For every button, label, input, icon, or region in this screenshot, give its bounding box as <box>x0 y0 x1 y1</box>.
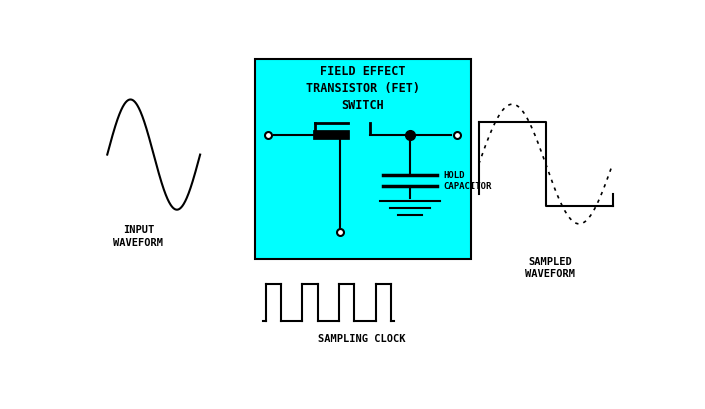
Text: FIELD EFFECT
TRANSISTOR (FET)
SWITCH: FIELD EFFECT TRANSISTOR (FET) SWITCH <box>306 65 419 112</box>
Text: HOLD
CAPACITOR: HOLD CAPACITOR <box>443 171 491 191</box>
Text: INPUT
WAVEFORM: INPUT WAVEFORM <box>114 225 164 248</box>
Bar <box>255 58 471 258</box>
Text: SAMPLED
WAVEFORM: SAMPLED WAVEFORM <box>525 257 575 279</box>
Text: SAMPLING CLOCK: SAMPLING CLOCK <box>317 334 405 344</box>
